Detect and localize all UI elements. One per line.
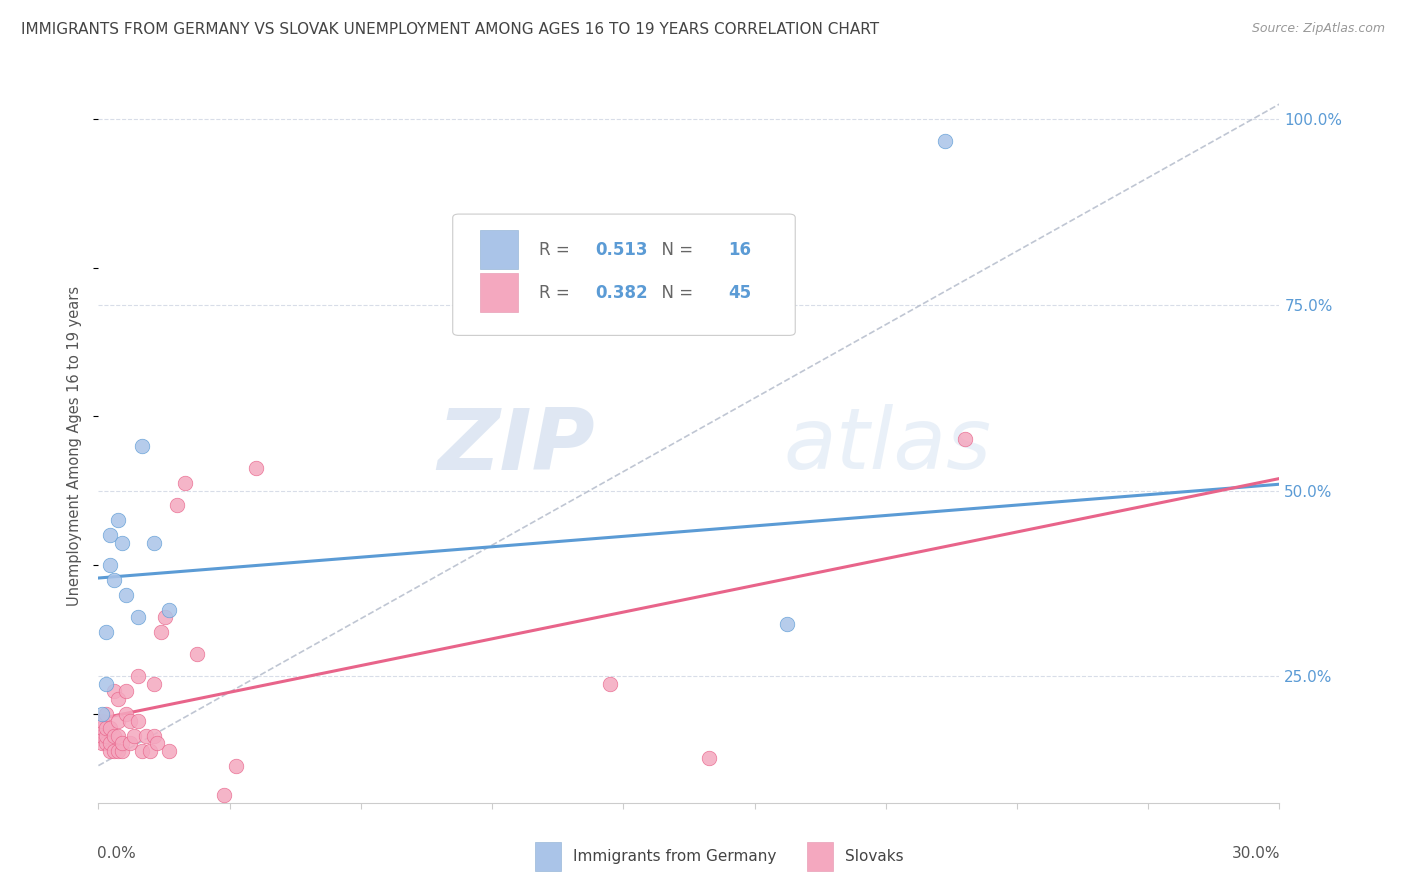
Text: N =: N = — [651, 284, 699, 301]
Point — [599, 677, 621, 691]
Point — [103, 573, 125, 587]
Point — [174, 476, 197, 491]
Y-axis label: Unemployment Among Ages 16 to 19 years: Unemployment Among Ages 16 to 19 years — [67, 286, 83, 606]
Point — [157, 602, 180, 616]
Text: R =: R = — [538, 241, 575, 259]
Point — [98, 722, 121, 736]
Point — [225, 758, 247, 772]
Text: R =: R = — [538, 284, 575, 301]
Point — [111, 736, 134, 750]
Point — [155, 610, 177, 624]
Text: Source: ZipAtlas.com: Source: ZipAtlas.com — [1251, 22, 1385, 36]
Point — [131, 439, 153, 453]
Point — [96, 706, 118, 721]
Point — [91, 714, 114, 728]
Point — [122, 729, 145, 743]
Point — [107, 714, 129, 728]
Point — [166, 499, 188, 513]
Point — [127, 610, 149, 624]
Text: Immigrants from Germany: Immigrants from Germany — [574, 849, 776, 863]
Point — [98, 558, 121, 572]
Point — [103, 744, 125, 758]
Point — [146, 736, 169, 750]
Point — [111, 535, 134, 549]
Point — [135, 729, 157, 743]
Point — [91, 729, 114, 743]
Text: ZIP: ZIP — [437, 404, 595, 488]
Point — [214, 789, 236, 803]
Point — [118, 714, 141, 728]
Point — [96, 722, 118, 736]
Point — [776, 617, 799, 632]
Text: 30.0%: 30.0% — [1232, 846, 1281, 861]
Point — [142, 535, 165, 549]
Point — [150, 624, 173, 639]
Point — [115, 684, 138, 698]
Point — [131, 744, 153, 758]
Point — [142, 729, 165, 743]
Point — [98, 744, 121, 758]
Point — [697, 751, 720, 765]
Point — [118, 736, 141, 750]
Bar — [536, 842, 561, 871]
Point — [186, 647, 208, 661]
Text: N =: N = — [651, 241, 699, 259]
Text: 0.0%: 0.0% — [97, 846, 136, 861]
Point — [96, 677, 118, 691]
Bar — [479, 273, 517, 312]
Point — [142, 677, 165, 691]
Point — [96, 736, 118, 750]
Point — [245, 461, 267, 475]
Point — [111, 744, 134, 758]
Point — [953, 432, 976, 446]
Point — [91, 722, 114, 736]
FancyBboxPatch shape — [453, 214, 796, 335]
Point — [96, 624, 118, 639]
Point — [107, 744, 129, 758]
Point — [934, 134, 956, 148]
Text: 45: 45 — [728, 284, 751, 301]
Bar — [807, 842, 832, 871]
Point — [91, 706, 114, 721]
Point — [107, 513, 129, 527]
Point — [157, 744, 180, 758]
Point — [115, 588, 138, 602]
Text: Slovaks: Slovaks — [845, 849, 904, 863]
Point — [107, 729, 129, 743]
Point — [91, 736, 114, 750]
Point — [127, 669, 149, 683]
Point — [98, 736, 121, 750]
Point — [127, 714, 149, 728]
Point — [96, 729, 118, 743]
Text: atlas: atlas — [783, 404, 991, 488]
Point — [103, 729, 125, 743]
Text: IMMIGRANTS FROM GERMANY VS SLOVAK UNEMPLOYMENT AMONG AGES 16 TO 19 YEARS CORRELA: IMMIGRANTS FROM GERMANY VS SLOVAK UNEMPL… — [21, 22, 879, 37]
Point — [107, 691, 129, 706]
Bar — [479, 230, 517, 269]
Text: 0.382: 0.382 — [596, 284, 648, 301]
Point — [115, 706, 138, 721]
Text: 0.513: 0.513 — [596, 241, 648, 259]
Point — [138, 744, 160, 758]
Point — [103, 684, 125, 698]
Point — [98, 528, 121, 542]
Text: 16: 16 — [728, 241, 751, 259]
